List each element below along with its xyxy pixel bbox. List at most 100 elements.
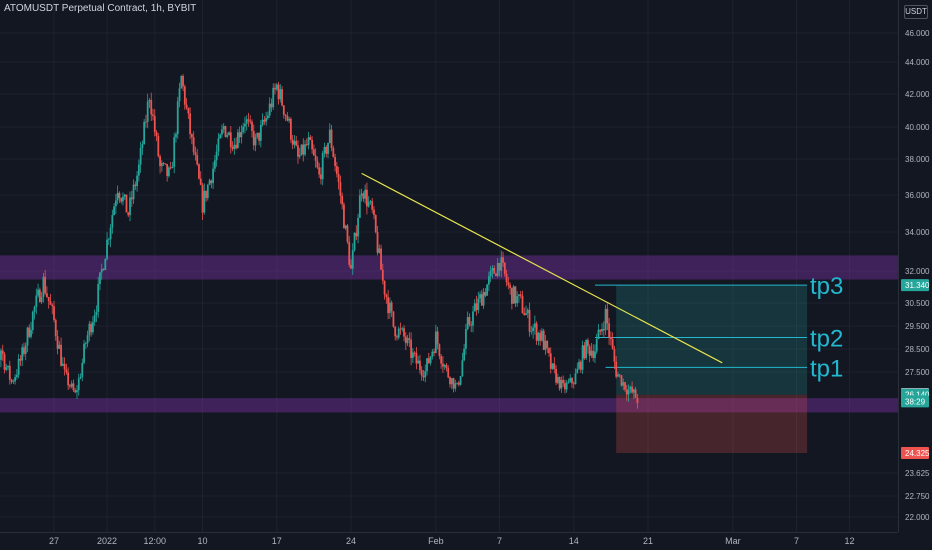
candle-body [406, 338, 409, 344]
candle-body [364, 189, 367, 199]
candle-body [288, 118, 291, 121]
candle-body [122, 196, 124, 202]
currency-label[interactable]: USDT [904, 5, 928, 19]
candle-body [496, 263, 499, 277]
candle-body [569, 377, 572, 382]
candle-body [132, 184, 135, 200]
candle-body [155, 132, 158, 137]
candle-body [247, 119, 250, 121]
candle-body [463, 348, 466, 361]
candle-body [113, 206, 116, 216]
position-loss-area [616, 394, 808, 453]
candle-body [328, 129, 331, 143]
candle-body [426, 358, 428, 372]
candle-body [311, 139, 314, 150]
candle-body [198, 164, 200, 179]
candle-body [46, 293, 48, 297]
candle-body [431, 351, 434, 357]
candle-body [30, 330, 32, 337]
candle-body [631, 386, 633, 393]
candle-body [312, 149, 315, 156]
candle-body [388, 302, 391, 314]
candle-body [420, 370, 423, 376]
candle-body [309, 137, 312, 140]
candle-body [323, 146, 326, 154]
candle-body [152, 114, 154, 117]
candle-body [429, 356, 432, 364]
candle-body [53, 306, 55, 321]
x-tick-label: 7 [794, 536, 799, 546]
candle-body [380, 248, 382, 270]
candle-body [31, 311, 34, 331]
chart-title: ATOMUSDT Perpetual Contract, 1h, BYBIT [4, 3, 197, 14]
candle-body [487, 276, 490, 285]
candle-body [461, 360, 464, 377]
candle-body [576, 368, 579, 374]
candle-body [102, 269, 105, 271]
candle-body [274, 87, 276, 90]
candle-body [456, 382, 458, 384]
candle-body [210, 180, 213, 184]
candle-body [261, 119, 264, 125]
candle-body [268, 103, 271, 116]
candle-body [60, 344, 62, 366]
candle-body [339, 182, 342, 196]
candle-body [91, 322, 94, 333]
candle-body [130, 197, 133, 200]
candle-body [565, 382, 568, 390]
candle-body [47, 296, 50, 302]
candle-body [498, 263, 501, 271]
candle-body [399, 328, 402, 330]
candle-body [438, 344, 441, 357]
candle-body [150, 100, 153, 115]
candle-body [176, 101, 179, 135]
candle-body [617, 374, 619, 377]
candle-body [226, 135, 229, 137]
price-badge-label: 31.340 [905, 281, 930, 290]
candle-body [518, 294, 520, 297]
candle-body [512, 286, 515, 304]
candle-body [245, 119, 248, 124]
candle-body [571, 377, 573, 384]
candle-body [578, 361, 580, 369]
candle-body [602, 328, 605, 331]
y-tick-label: 27.500 [905, 368, 930, 377]
candle-body [251, 121, 253, 131]
candle-body [127, 212, 130, 216]
candle-body [493, 268, 496, 274]
y-tick-label: 36.000 [905, 191, 930, 200]
candle-body [67, 372, 70, 386]
price-badge-label: 26.140 [905, 391, 930, 400]
candle-body [450, 378, 453, 385]
price-badge [901, 279, 929, 292]
candle-body [180, 75, 183, 89]
candle-body [344, 225, 347, 229]
price-badge-label: 38:29 [905, 397, 926, 406]
candle-body [564, 383, 566, 390]
candle-body [586, 340, 589, 347]
candle-body [97, 284, 100, 312]
candle-body [609, 337, 612, 340]
candle-body [411, 352, 414, 358]
candle-body [595, 339, 598, 352]
candle-body [297, 145, 299, 157]
candle-body [182, 75, 184, 87]
y-tick-label: 23.625 [905, 469, 930, 478]
y-tick-label: 28.500 [905, 345, 930, 354]
candle-body [33, 306, 36, 312]
y-tick-label: 30.500 [905, 299, 930, 308]
candle-body [5, 367, 8, 370]
candle-body [222, 126, 225, 130]
x-tick-label: Mar [725, 536, 741, 546]
candle-body [125, 194, 128, 213]
candle-body [555, 369, 557, 383]
candle-body [153, 116, 156, 133]
candle-body [106, 239, 108, 260]
candle-body [219, 134, 222, 139]
candle-body [454, 383, 457, 389]
candle-body [442, 363, 444, 367]
candle-body [436, 331, 439, 345]
target-label-tp1: tp1 [810, 355, 843, 382]
candle-body [38, 289, 41, 303]
